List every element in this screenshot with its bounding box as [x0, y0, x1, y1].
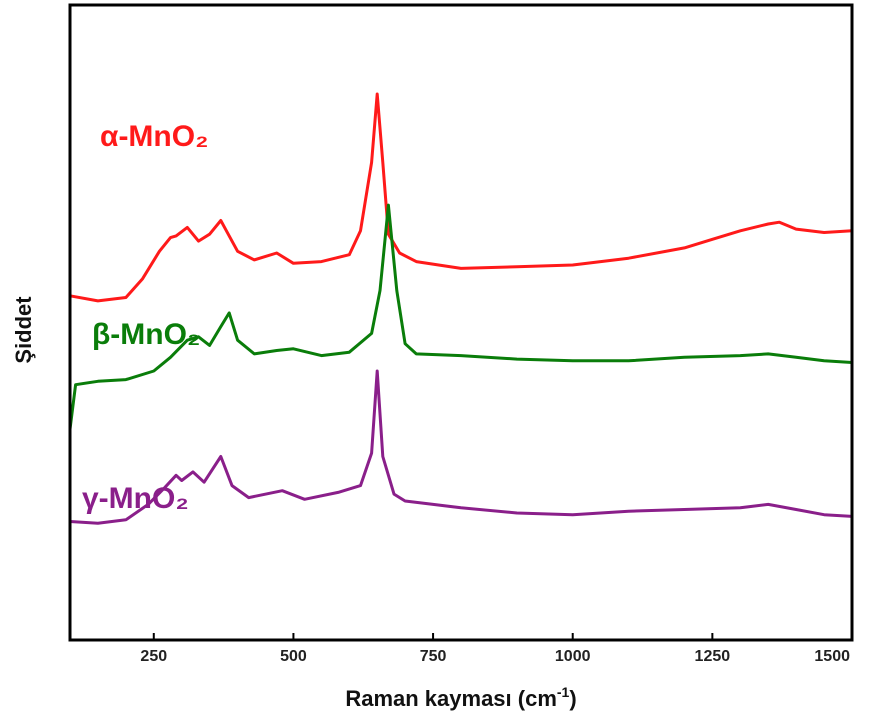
- series-line-0: [69, 92, 853, 303]
- x-axis-title: Raman kayması (cm-1): [345, 684, 576, 711]
- series-label-1: β-MnO₂: [92, 318, 200, 351]
- x-tick-label: 1500: [814, 648, 850, 665]
- series-labels: α-MnO₂ β-MnO₂ γ-MnO₂: [82, 120, 208, 515]
- series-line-1: [68, 203, 853, 430]
- x-tick-label: 750: [420, 648, 447, 665]
- series-line-2: [69, 369, 853, 525]
- x-ticks: 250 500 750 1000 1250 1500: [140, 633, 853, 665]
- x-tick-label: 500: [280, 648, 307, 665]
- x-tick-label: 250: [140, 648, 167, 665]
- series-lines: [68, 92, 853, 525]
- x-tick-label: 1250: [695, 648, 731, 665]
- series-label-2: γ-MnO₂: [82, 482, 189, 515]
- series-label-0: α-MnO₂: [100, 120, 208, 153]
- x-tick-label: 1000: [555, 648, 591, 665]
- y-axis-title: Şiddet: [11, 296, 36, 364]
- plot-frame: [68, 3, 854, 642]
